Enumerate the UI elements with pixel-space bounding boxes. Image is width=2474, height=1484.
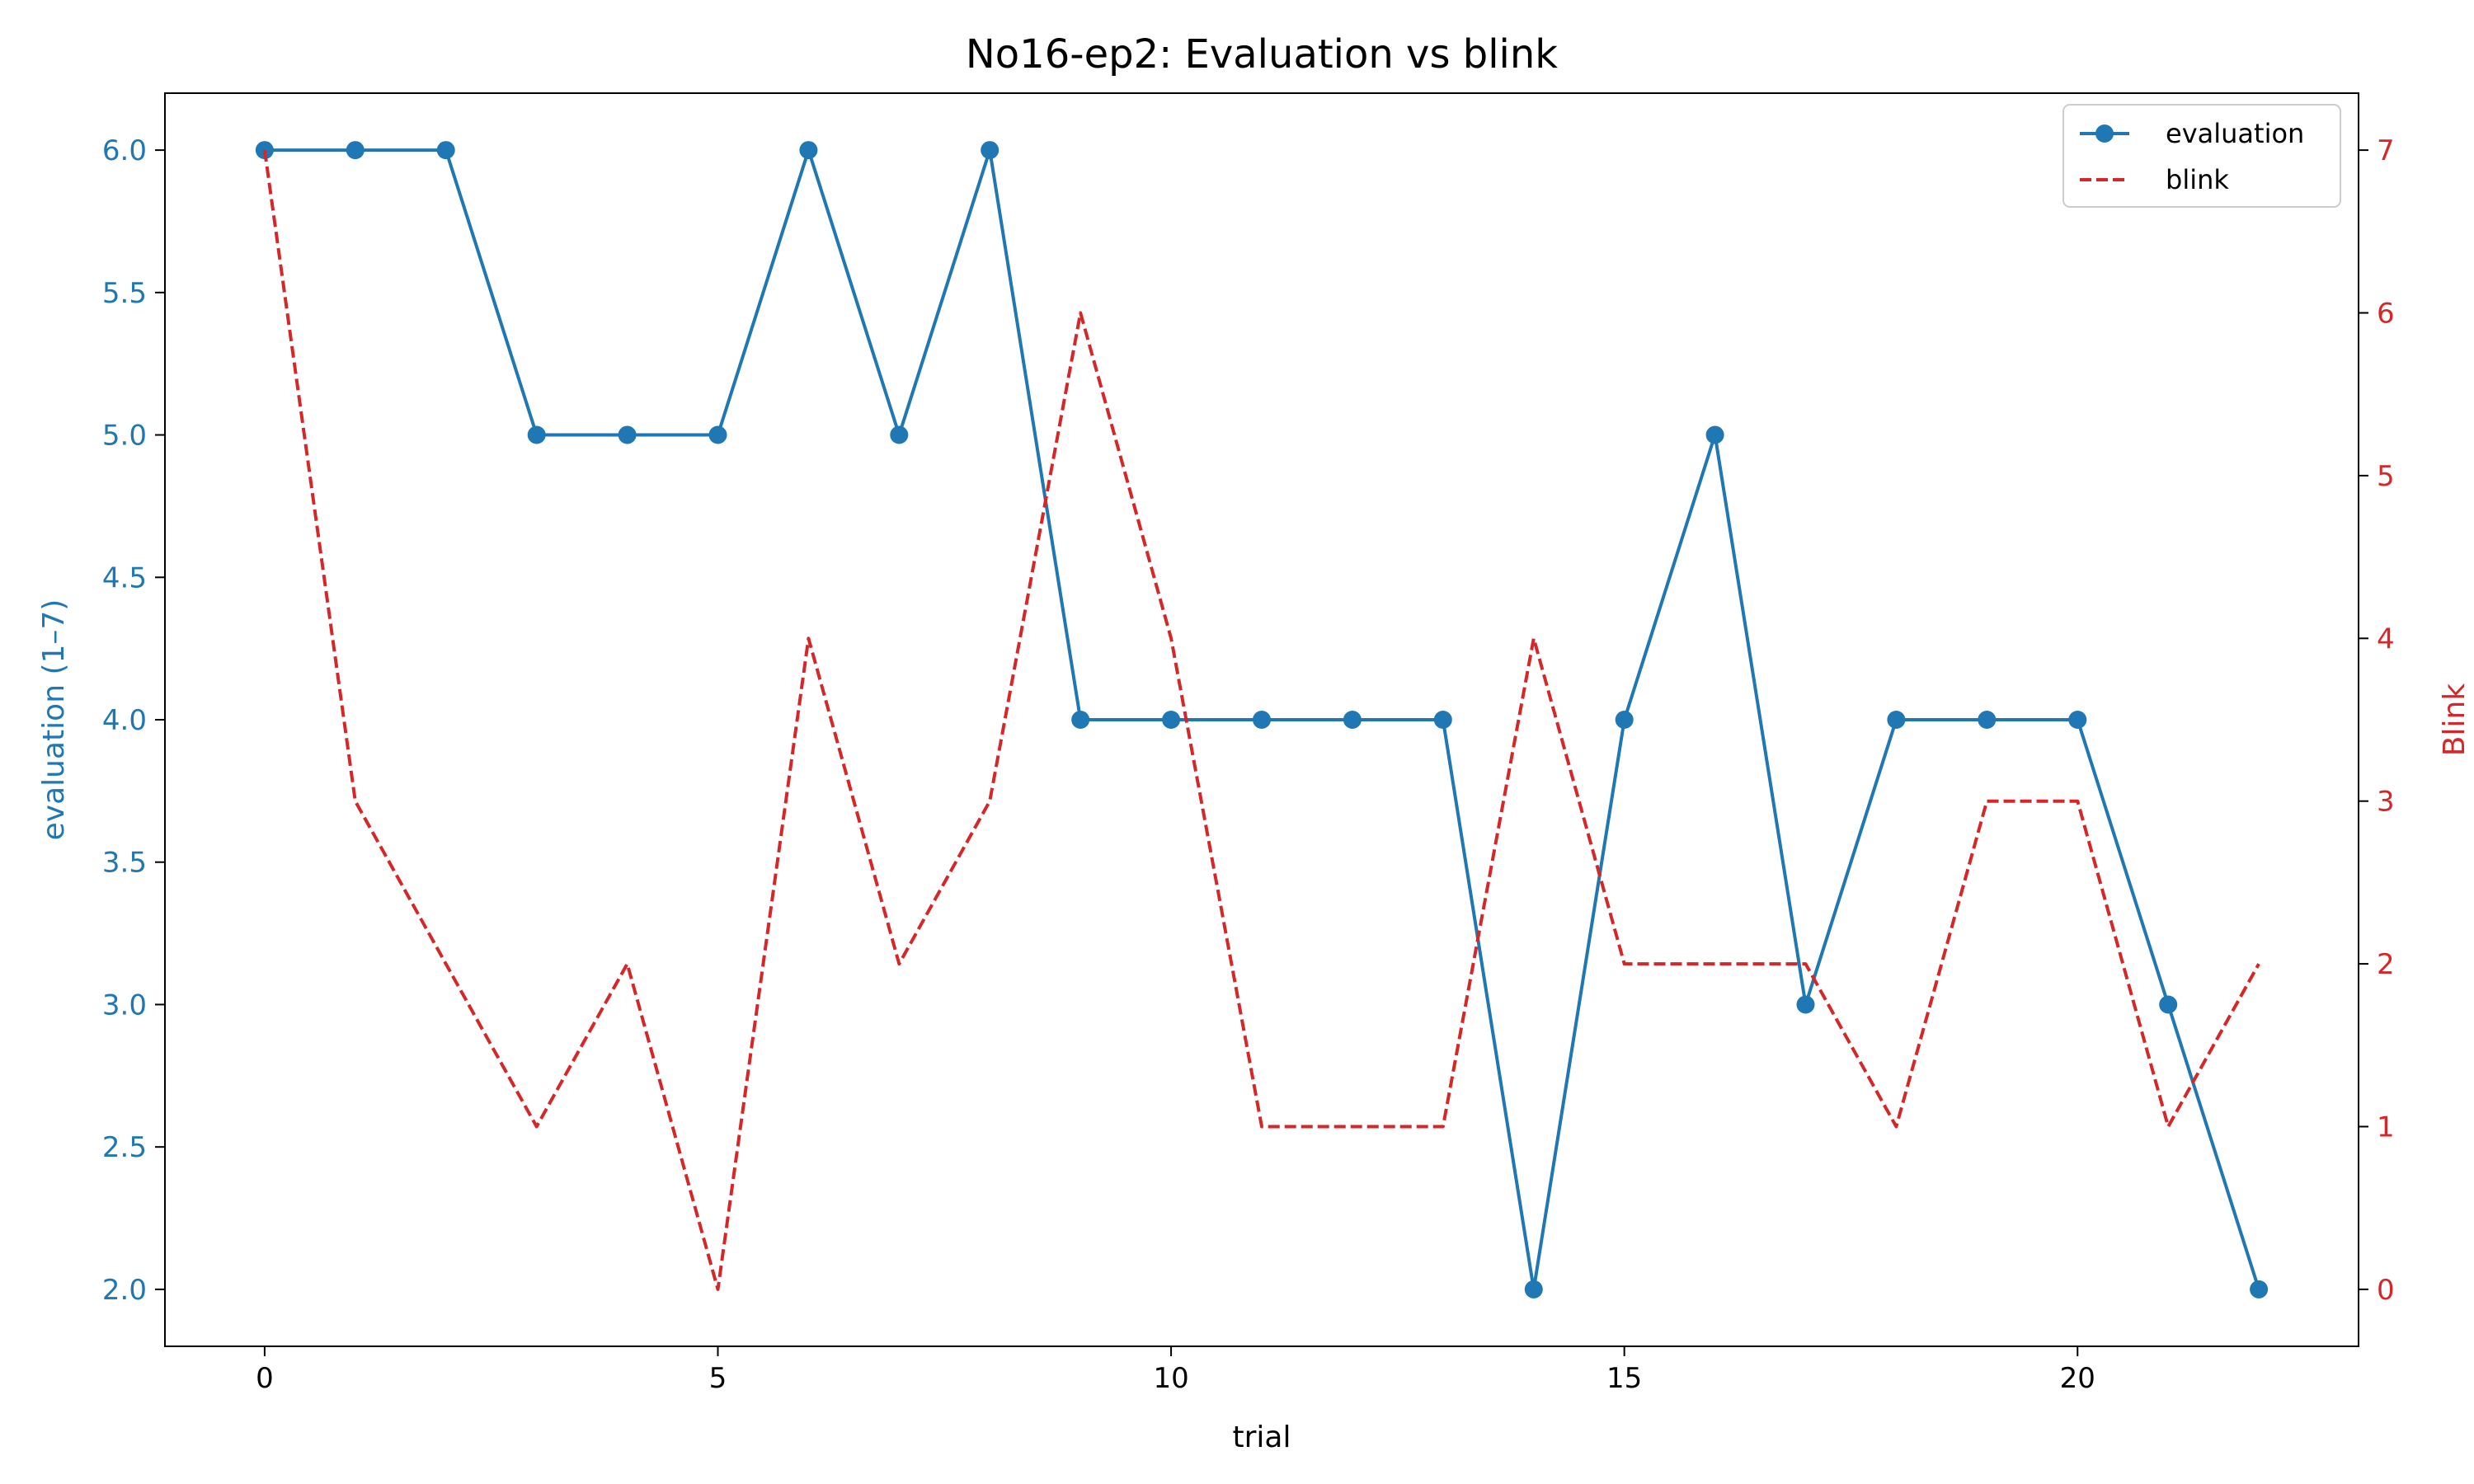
left-y-tick-label: 2.0	[102, 1274, 147, 1307]
data-point-evaluation-9	[1071, 711, 1090, 729]
left-y-tick-label: 6.0	[102, 134, 147, 167]
left-y-tick-label: 4.5	[102, 561, 147, 594]
data-point-evaluation-8	[981, 141, 999, 160]
x-tick-label: 5	[709, 1362, 727, 1395]
data-point-evaluation-4	[618, 425, 637, 444]
data-point-evaluation-3	[527, 425, 546, 444]
right-y-tick-label: 1	[2377, 1111, 2395, 1144]
data-point-evaluation-13	[1433, 711, 1452, 729]
right-y-tick-label: 6	[2377, 297, 2395, 330]
data-point-evaluation-15	[1615, 711, 1634, 729]
series-line-blink	[262, 149, 2260, 1291]
right-y-tick-label: 0	[2377, 1274, 2395, 1307]
data-point-evaluation-21	[2159, 995, 2178, 1014]
right-y-tick-label: 3	[2377, 786, 2395, 819]
right-y-tick-label: 7	[2377, 134, 2395, 167]
data-point-evaluation-10	[1162, 711, 1181, 729]
axes: 0 5 10 15 20 2.0 2.5 3.0 3.5 4.0 4.5 5.0 5.5 6.0 0 1 2 3 4…	[102, 134, 2395, 1395]
left-y-tick-label: 3.0	[102, 989, 147, 1021]
right-y-tick-label: 2	[2377, 948, 2395, 981]
left-y-tick-label: 5.5	[102, 277, 147, 310]
data-point-evaluation-1	[346, 141, 365, 160]
left-y-tick-label: 3.5	[102, 847, 147, 880]
data-point-evaluation-12	[1343, 711, 1362, 729]
x-axis-label: trial	[1233, 1421, 1291, 1454]
data-point-evaluation-20	[2068, 711, 2087, 729]
legend-evaluation-label: evaluation	[2166, 118, 2304, 149]
legend-evaluation-marker	[2095, 124, 2114, 143]
right-y-tick-label: 4	[2377, 622, 2395, 655]
right-y-tick-label: 5	[2377, 460, 2395, 493]
plot-area	[255, 141, 2269, 1298]
x-tick-label: 20	[2060, 1362, 2095, 1395]
left-y-tick-label: 2.5	[102, 1131, 147, 1164]
data-point-evaluation-18	[1887, 711, 1906, 729]
chart-title: No16-ep2: Evaluation vs blink	[966, 31, 1558, 77]
left-y-tick-label: 5.0	[102, 420, 147, 453]
left-y-axis-label: evaluation (1–7)	[37, 599, 71, 841]
legend-box	[2062, 104, 2341, 208]
x-tick-label: 15	[1606, 1362, 1642, 1395]
data-point-evaluation-19	[1978, 711, 1997, 729]
data-point-evaluation-14	[1524, 1280, 1543, 1298]
legend: evaluation blink	[2062, 104, 2341, 208]
data-point-evaluation-11	[1253, 711, 1271, 729]
right-y-axis-label: Blink	[2438, 683, 2472, 757]
data-point-evaluation-5	[708, 425, 727, 444]
left-y-tick-label: 4.0	[102, 704, 147, 737]
legend-blink-label: blink	[2166, 164, 2229, 195]
data-point-evaluation-17	[1796, 995, 1815, 1014]
x-tick-label: 0	[256, 1362, 274, 1395]
x-tick-label: 10	[1153, 1362, 1188, 1395]
data-point-evaluation-6	[799, 141, 818, 160]
data-point-evaluation-22	[2250, 1280, 2269, 1298]
data-point-evaluation-2	[436, 141, 455, 160]
data-point-evaluation-7	[890, 425, 909, 444]
data-point-evaluation-16	[1705, 425, 1724, 444]
